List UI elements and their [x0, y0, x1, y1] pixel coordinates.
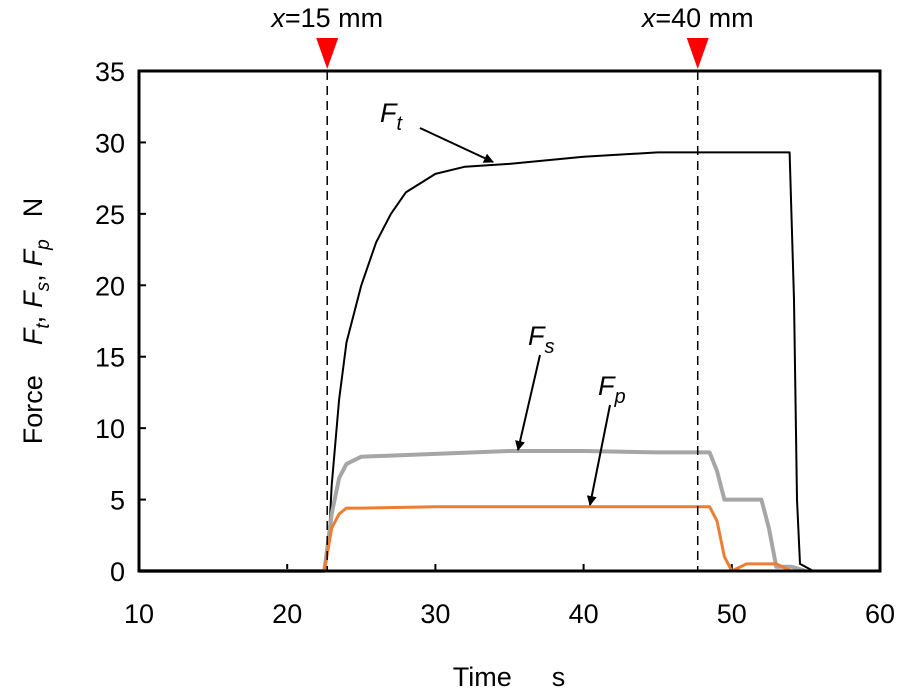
y-tick-label: 5 [110, 486, 125, 516]
y-label-unit: N [18, 198, 48, 218]
series-line [139, 505, 829, 573]
y-label-subscript: s [33, 281, 54, 291]
y-tick-label: 15 [95, 343, 125, 373]
marker-variable: x [640, 3, 657, 33]
series-label: Fs [528, 321, 555, 358]
series-line [139, 151, 814, 572]
y-tick-label: 0 [110, 557, 125, 587]
annotation-arrow [419, 127, 494, 163]
y-label-separator: , [18, 316, 48, 324]
x-label-text: Time [453, 662, 512, 692]
annotation-arrow [586, 404, 611, 506]
x-axis-label: Time s [453, 662, 566, 692]
marker-text: =40 mm [655, 3, 753, 33]
marker-label: x=15 mm [269, 3, 383, 33]
y-label-subscript: p [33, 239, 54, 251]
y-label-symbol: F [18, 248, 48, 266]
y-axis-label: Force Ft, Fs, Fp N [18, 198, 54, 444]
x-label-unit: s [552, 662, 566, 692]
series-symbol: F [598, 371, 616, 401]
series-label: Ft [380, 98, 404, 135]
series-subscript: t [397, 113, 404, 135]
y-label-symbol: F [18, 290, 48, 308]
x-tick-label: 30 [420, 599, 450, 629]
x-tick-label: 40 [569, 599, 599, 629]
marker-variable: x [269, 3, 286, 33]
series-label: Fp [598, 371, 626, 408]
series-subscript: s [545, 336, 555, 358]
marker-label: x=40 mm [640, 3, 754, 33]
marker-triangle [316, 38, 339, 69]
y-tick-label: 35 [95, 57, 125, 87]
y-label-separator: , [18, 274, 48, 282]
x-tick-label: 10 [124, 599, 154, 629]
series-symbol: F [380, 98, 398, 128]
series-subscript: p [614, 386, 626, 408]
y-tick-label: 30 [95, 128, 125, 158]
x-tick-label: 50 [717, 599, 747, 629]
series-line [139, 449, 807, 573]
y-tick-label: 25 [95, 200, 125, 230]
marker-triangle [686, 38, 709, 69]
y-label-subscript: t [33, 323, 54, 329]
y-label-prefix: Force [18, 375, 48, 444]
y-label-symbol: F [18, 327, 48, 345]
x-tick-label: 60 [865, 599, 895, 629]
annotation-arrow [515, 354, 541, 451]
x-tick-label: 20 [272, 599, 302, 629]
y-tick-label: 20 [95, 271, 125, 301]
series-symbol: F [528, 321, 546, 351]
marker-text: =15 mm [285, 3, 383, 33]
plot-frame [137, 69, 882, 573]
y-tick-label: 10 [95, 414, 125, 444]
